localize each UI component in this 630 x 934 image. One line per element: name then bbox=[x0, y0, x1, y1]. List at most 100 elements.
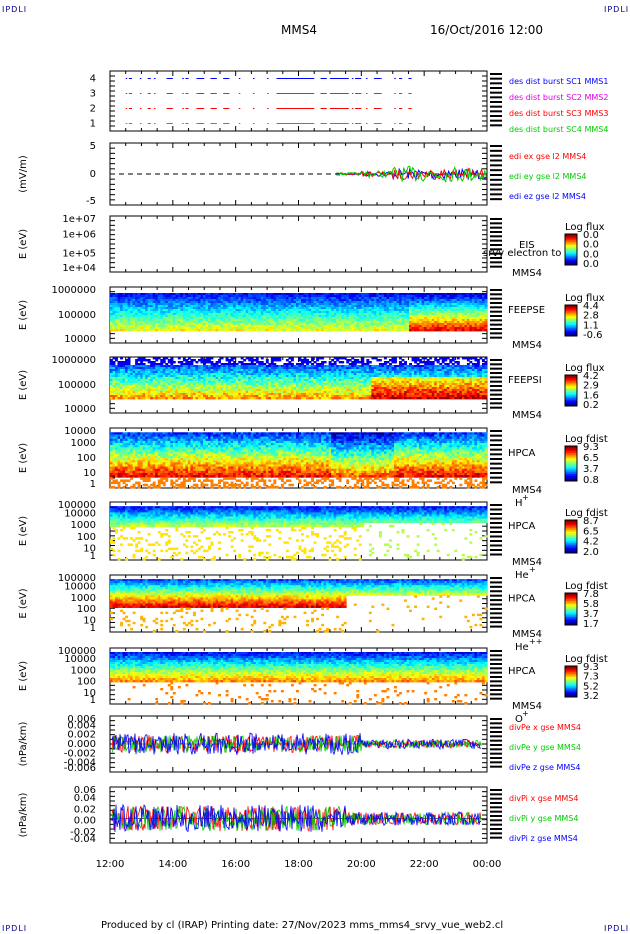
burst-dot bbox=[182, 123, 184, 124]
spectrogram-cell bbox=[160, 329, 163, 331]
spectrogram-cell bbox=[379, 329, 382, 331]
legend-entry: edi ey gse l2 MMS4 bbox=[509, 172, 587, 181]
burst-dot bbox=[309, 78, 311, 79]
right-axis-bar bbox=[490, 650, 502, 652]
spectrogram-cell bbox=[208, 329, 211, 331]
y-tick-label: 10000 bbox=[64, 334, 96, 345]
burst-dot bbox=[366, 123, 368, 124]
spectrogram-cell bbox=[482, 329, 485, 331]
spectrogram-cell bbox=[261, 329, 264, 331]
spectrogram-cell bbox=[140, 329, 143, 331]
spectrogram-cell bbox=[266, 329, 269, 331]
spectrogram-cell bbox=[329, 329, 332, 331]
burst-dot bbox=[126, 108, 128, 109]
spectrogram-cell bbox=[223, 397, 226, 399]
overlay-text: srvy electron to bbox=[483, 248, 561, 259]
spectrogram-cell bbox=[374, 329, 377, 331]
spectrogram-cell bbox=[419, 329, 422, 331]
right-axis-bar bbox=[490, 522, 502, 524]
right-axis-bar bbox=[490, 368, 502, 370]
right-axis-bar bbox=[490, 306, 502, 308]
right-axis-bar bbox=[490, 815, 502, 817]
right-axis-bar bbox=[490, 73, 502, 75]
burst-dot bbox=[281, 123, 283, 124]
legend-entry: des dist burst SC1 MMS1 bbox=[509, 77, 608, 86]
right-axis-bar bbox=[490, 337, 502, 339]
right-axis-bar bbox=[490, 757, 502, 759]
spectrogram-cell bbox=[138, 359, 141, 361]
right-axis-bar bbox=[490, 407, 502, 409]
y-tick-label: 10000 bbox=[64, 581, 96, 592]
spectrogram-cell bbox=[150, 397, 153, 399]
spectrogram-cell bbox=[180, 329, 183, 331]
right-axis-bar bbox=[490, 793, 502, 795]
y-tick-label: 1000 bbox=[71, 593, 96, 604]
spectrogram-cell bbox=[474, 329, 477, 331]
spectrogram-cell bbox=[299, 329, 302, 331]
spectrogram-cell bbox=[283, 329, 286, 331]
right-axis-bar bbox=[490, 536, 502, 538]
spectrogram-cell bbox=[138, 329, 141, 331]
spectrogram-cell bbox=[309, 329, 312, 331]
right-axis-bar bbox=[490, 824, 502, 826]
spectrogram-cell bbox=[130, 329, 133, 331]
right-axis-bar bbox=[490, 509, 502, 511]
y-tick-label: -5 bbox=[86, 196, 96, 207]
spectrogram-cell bbox=[386, 329, 389, 331]
spectrogram-cell bbox=[113, 329, 116, 331]
spectrogram-cell bbox=[464, 329, 467, 331]
burst-dot bbox=[267, 108, 269, 109]
spectrogram-cell bbox=[216, 397, 219, 399]
burst-dot bbox=[196, 108, 198, 109]
y-tick-label: 0.02 bbox=[74, 804, 96, 815]
burst-dot bbox=[352, 93, 354, 94]
right-axis-bar bbox=[490, 727, 502, 729]
legend-entry: des dist burst SC4 MMS4 bbox=[509, 125, 608, 134]
spectrogram-cell bbox=[228, 329, 231, 331]
spectrogram-cell bbox=[444, 329, 447, 331]
spectrogram-cell bbox=[128, 397, 131, 399]
spectrogram-cell bbox=[153, 329, 156, 331]
right-axis-bar bbox=[490, 789, 502, 791]
right-axis-bar bbox=[490, 179, 502, 181]
right-axis-bar bbox=[490, 604, 502, 606]
spectrogram-cell bbox=[153, 397, 156, 399]
right-axis-bar bbox=[490, 385, 502, 387]
spectrogram-cell bbox=[271, 329, 274, 331]
burst-dot bbox=[154, 123, 156, 124]
right-axis-bar bbox=[490, 621, 502, 623]
right-axis-bar bbox=[490, 659, 502, 661]
spectrogram-cell bbox=[248, 329, 251, 331]
right-axis-bar bbox=[490, 718, 502, 720]
spectrogram-cell bbox=[231, 329, 234, 331]
y-tick-label: 1000000 bbox=[51, 355, 96, 366]
right-axis-bar bbox=[490, 145, 502, 147]
right-axis-bar bbox=[490, 87, 502, 89]
spectrogram-cell bbox=[206, 361, 209, 363]
spectrogram-cell bbox=[462, 329, 465, 331]
y-axis-label: E (eV) bbox=[18, 370, 29, 400]
right-axis-bar bbox=[490, 654, 502, 656]
burst-dot bbox=[168, 93, 170, 94]
right-axis-bar bbox=[490, 612, 502, 614]
spectrogram-cell bbox=[168, 329, 171, 331]
spectrogram-cell bbox=[206, 329, 209, 331]
spectrogram-cell bbox=[133, 397, 136, 399]
burst-dot bbox=[239, 123, 241, 124]
spectrogram-cell bbox=[125, 397, 128, 399]
spectrogram-cell bbox=[376, 329, 379, 331]
right-axis-bar bbox=[490, 599, 502, 601]
burst-dot bbox=[295, 108, 297, 109]
spectrogram-cell bbox=[452, 329, 455, 331]
spectrogram-cell bbox=[173, 397, 176, 399]
y-tick-label: 0.04 bbox=[74, 793, 96, 804]
burst-dot bbox=[309, 93, 311, 94]
legend-entry: des dist burst SC2 MMS2 bbox=[509, 93, 608, 102]
burst-dot bbox=[295, 78, 297, 79]
right-axis-bar bbox=[490, 394, 502, 396]
y-axis-label: E (eV) bbox=[18, 229, 29, 259]
burst-dot bbox=[408, 108, 410, 109]
burst-dot bbox=[225, 78, 227, 79]
spectrogram-cell bbox=[175, 329, 178, 331]
spectrogram-cell bbox=[163, 361, 166, 363]
